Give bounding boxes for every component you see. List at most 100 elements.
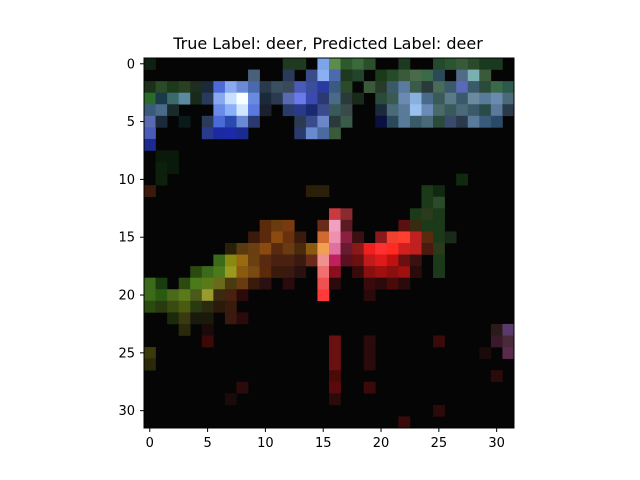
image-pixel	[456, 58, 469, 70]
image-pixel	[340, 254, 353, 267]
image-pixel	[386, 104, 399, 117]
image-pixel	[190, 277, 203, 290]
image-pixel	[456, 115, 469, 128]
x-tick-label: 25	[431, 436, 448, 451]
image-pixel	[167, 104, 179, 117]
image-pixel	[386, 81, 399, 93]
image-pixel	[329, 81, 341, 93]
image-pixel	[259, 277, 272, 290]
image-pixel	[248, 104, 260, 117]
image-pixel	[271, 219, 284, 232]
image-pixel	[248, 69, 260, 82]
image-pixel	[421, 219, 434, 232]
image-pixel	[398, 231, 411, 244]
image-pixel	[433, 185, 445, 198]
image-pixel	[144, 81, 156, 93]
image-pixel	[282, 277, 295, 290]
image-pixel	[317, 243, 330, 255]
image-pixel	[375, 81, 388, 93]
image-pixel	[421, 196, 434, 209]
x-tick-label: 5	[203, 436, 211, 451]
image-pixel	[490, 115, 503, 128]
image-pixel	[433, 92, 445, 105]
image-pixel	[502, 335, 515, 348]
image-pixel	[294, 243, 307, 255]
image-pixel	[421, 243, 434, 255]
y-tick-label: 20	[118, 289, 135, 304]
image-pixel	[236, 277, 249, 290]
image-pixel	[386, 231, 399, 244]
image-pixel	[363, 335, 376, 348]
axes-frame	[143, 57, 515, 429]
image-pixel	[329, 219, 341, 232]
image-pixel	[236, 254, 249, 267]
image-pixel	[490, 104, 503, 117]
image-pixel	[467, 81, 480, 93]
image-pixel	[213, 277, 226, 290]
image-pixel	[155, 289, 168, 302]
image-pixel	[467, 92, 480, 105]
image-pixel	[224, 289, 237, 302]
image-pixel	[421, 208, 434, 221]
y-tick-label: 15	[118, 231, 135, 246]
image-pixel	[248, 231, 260, 244]
image-pixel	[248, 115, 260, 128]
image-pixel	[167, 81, 179, 93]
image-pixel	[340, 58, 353, 70]
image-pixel	[352, 92, 364, 105]
image-pixel	[144, 115, 156, 128]
image-pixel	[490, 81, 503, 93]
image-pixel	[398, 69, 411, 82]
image-pixel	[329, 115, 341, 128]
image-pixel	[317, 289, 330, 302]
image-pixel	[409, 266, 422, 278]
image-pixel	[490, 335, 503, 348]
image-pixel	[236, 81, 249, 93]
image-pixel	[340, 81, 353, 93]
image-pixel	[456, 69, 469, 82]
image-pixel	[479, 58, 492, 70]
image-pixel	[340, 208, 353, 221]
image-pixel	[479, 81, 492, 93]
image-pixel	[294, 231, 307, 244]
image-pixel	[317, 92, 330, 105]
image-pixel	[386, 277, 399, 290]
image-pixel	[479, 347, 492, 359]
image-pixel	[282, 254, 295, 267]
image-pixel	[329, 254, 341, 267]
image-pixel	[340, 69, 353, 82]
image-pixel	[224, 81, 237, 93]
image-pixel	[236, 243, 249, 255]
image-pixel	[224, 312, 237, 325]
image-pixel	[329, 277, 341, 290]
image-pixel	[352, 266, 364, 278]
image-pixel	[329, 92, 341, 105]
image-pixel	[155, 173, 168, 186]
image-pixel	[375, 104, 388, 117]
image-pixel	[144, 358, 156, 371]
image-pixel	[490, 323, 503, 336]
x-tick-label: 20	[373, 436, 390, 451]
image-pixel	[190, 300, 203, 313]
image-pixel	[224, 393, 237, 406]
image-pixel	[224, 92, 237, 105]
image-pixel	[248, 266, 260, 278]
image-pixel	[259, 243, 272, 255]
image-pixel	[467, 104, 480, 117]
image-pixel	[363, 381, 376, 394]
image-pixel	[213, 81, 226, 93]
image-pixel	[236, 92, 249, 105]
image-pixel	[386, 92, 399, 105]
image-pixel	[444, 92, 457, 105]
image-pixel	[340, 243, 353, 255]
image-pixel	[456, 81, 469, 93]
image-pixel	[271, 92, 284, 105]
image-pixel	[386, 115, 399, 128]
image-pixel	[213, 127, 226, 140]
image-pixel	[398, 115, 411, 128]
image-pixel	[271, 254, 284, 267]
image-pixel	[398, 92, 411, 105]
image-pixel	[479, 92, 492, 105]
image-pixel	[224, 254, 237, 267]
